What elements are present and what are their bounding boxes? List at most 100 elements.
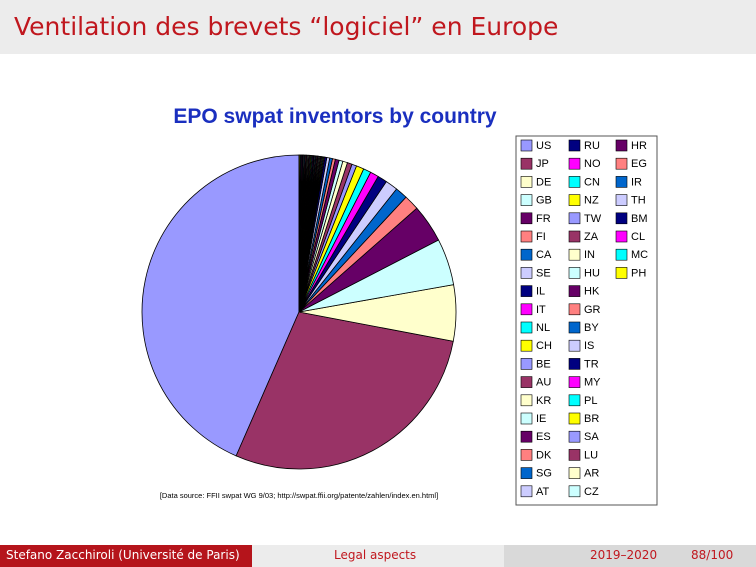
legend-label-ie: IE: [536, 413, 546, 425]
legend-label-sg: SG: [536, 468, 552, 480]
legend-label-jp: JP: [536, 158, 549, 170]
data-source-note: [Data source: FFII swpat WG 9/03; http:/…: [160, 491, 438, 500]
footer-page: 88/100: [691, 548, 734, 562]
legend-label-cl: CL: [631, 231, 645, 243]
legend-swatch-de: [520, 176, 533, 188]
legend-label-at: AT: [536, 486, 550, 498]
legend-swatch-ca: [520, 248, 533, 261]
legend-swatch-ph: [615, 267, 628, 279]
footer-author-block: Stefano Zacchiroli (Université de Paris): [0, 545, 252, 567]
legend-swatch-ch: [520, 339, 533, 352]
legend-label-de: DE: [536, 176, 551, 188]
legend-label-br: BR: [584, 413, 599, 425]
legend-swatch-eg: [615, 157, 628, 170]
legend-label-hk: HK: [584, 286, 600, 298]
legend-swatch-in: [568, 248, 581, 261]
legend-label-fi: FI: [536, 231, 546, 243]
legend-label-hr: HR: [631, 140, 647, 152]
legend-swatch-be: [520, 358, 533, 370]
legend-swatch-at: [520, 485, 533, 498]
pie-slices: [141, 154, 457, 470]
legend-swatch-jp: [520, 157, 533, 170]
legend-swatch-no: [568, 157, 581, 170]
legend-label-us: US: [536, 140, 551, 152]
legend-swatch-bm: [615, 212, 628, 225]
pie-slice-us: [141, 154, 300, 457]
slide-title: Ventilation des brevets “logiciel” en Eu…: [14, 12, 559, 41]
legend-label-nl: NL: [536, 322, 550, 334]
legend-label-tw: TW: [584, 213, 602, 225]
footer-year: 2019–2020: [590, 548, 658, 562]
legend-label-no: NO: [584, 158, 601, 170]
legend-label-hu: HU: [584, 267, 600, 279]
legend-label-tr: TR: [584, 358, 599, 370]
legend-label-dk: DK: [536, 449, 552, 461]
legend-swatch-ru: [568, 139, 581, 152]
legend-swatch-za: [568, 230, 581, 243]
pie-slice-ph: [298, 154, 301, 313]
legend-label-fr: FR: [536, 213, 551, 225]
legend-swatch-es: [520, 430, 533, 443]
legend-label-ch: CH: [536, 340, 552, 352]
footer-author: Stefano Zacchiroli (Université de Paris): [6, 548, 240, 562]
legend-label-il: IL: [536, 286, 545, 298]
legend-swatch-lu: [568, 449, 581, 461]
legend-label-pl: PL: [584, 395, 597, 407]
legend-box: [515, 135, 658, 506]
legend-swatch-us: [520, 139, 533, 152]
footer-page-block: 2019–2020 88/100: [504, 545, 756, 567]
legend-swatch-it: [520, 303, 533, 316]
footer-section-block: Legal aspects: [252, 545, 504, 567]
legend-swatch-fr: [520, 212, 533, 225]
legend-swatch-sg: [520, 467, 533, 479]
legend-swatch-tw: [568, 212, 581, 225]
legend-label-cz: CZ: [584, 486, 599, 498]
legend: US JP DE GB FR FI CA SE IL IT NL CH BE AU KR IE ES DK SG AT…: [520, 139, 648, 498]
legend-label-gb: GB: [536, 195, 552, 207]
legend-swatch-fi: [520, 230, 533, 243]
legend-swatch-is: [568, 339, 581, 352]
legend-swatch-hu: [568, 267, 581, 279]
legend-label-my: MY: [584, 377, 601, 389]
legend-swatch-ie: [520, 412, 533, 425]
legend-swatch-pl: [568, 394, 581, 407]
legend-swatch-il: [520, 285, 533, 297]
legend-swatch-my: [568, 376, 581, 388]
legend-swatch-hk: [568, 285, 581, 297]
footer-section: Legal aspects: [334, 548, 417, 562]
legend-label-in: IN: [584, 249, 595, 261]
legend-swatch-by: [568, 321, 581, 334]
legend-label-be: BE: [536, 358, 551, 370]
legend-swatch-au: [520, 376, 533, 388]
legend-label-lu: LU: [584, 449, 598, 461]
slide-title-bar: Ventilation des brevets “logiciel” en Eu…: [0, 0, 756, 54]
legend-swatch-ar: [568, 467, 581, 479]
legend-swatch-kr: [520, 394, 533, 407]
legend-label-ru: RU: [584, 140, 600, 152]
chart-title: EPO swpat inventors by country: [173, 105, 497, 128]
legend-label-ir: IR: [631, 176, 642, 188]
legend-swatch-br: [568, 412, 581, 425]
legend-swatch-cz: [568, 485, 581, 498]
legend-swatch-sa: [568, 430, 581, 443]
legend-label-th: TH: [631, 195, 646, 207]
legend-label-ph: PH: [631, 267, 646, 279]
legend-swatch-mc: [615, 248, 628, 261]
legend-label-sa: SA: [584, 431, 599, 443]
legend-label-cn: CN: [584, 176, 600, 188]
legend-label-nz: NZ: [584, 195, 599, 207]
legend-label-gr: GR: [584, 304, 601, 316]
legend-swatch-gr: [568, 303, 581, 316]
legend-label-it: IT: [536, 304, 546, 316]
legend-label-ca: CA: [536, 249, 552, 261]
legend-swatch-nl: [520, 321, 533, 334]
legend-swatch-th: [615, 194, 628, 206]
legend-label-eg: EG: [631, 158, 647, 170]
legend-swatch-hr: [615, 139, 628, 152]
legend-label-es: ES: [536, 431, 551, 443]
legend-swatch-cl: [615, 230, 628, 243]
legend-label-za: ZA: [584, 231, 599, 243]
legend-label-ar: AR: [584, 468, 599, 480]
footer: Stefano Zacchiroli (Université de Paris)…: [0, 545, 756, 567]
pie-slice-jp: [235, 311, 454, 470]
